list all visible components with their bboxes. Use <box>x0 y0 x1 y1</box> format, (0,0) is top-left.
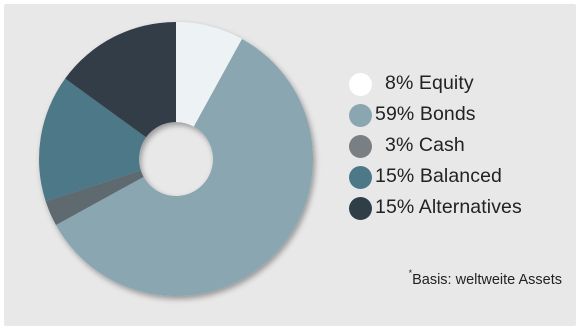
legend-item-cash: 3% Cash <box>349 132 569 160</box>
chart-panel: 8% Equity 59% Bonds 3% Cash 15% Balanced… <box>4 4 576 326</box>
legend-item-equity: 8% Equity <box>349 70 569 98</box>
legend-marker-alternatives <box>349 197 372 220</box>
legend-item-bonds: 59% Bonds <box>349 101 569 129</box>
legend-label-alternatives: 15% Alternatives <box>375 196 522 218</box>
legend-marker-bonds <box>349 104 372 127</box>
legend-item-balanced: 15% Balanced <box>349 163 569 191</box>
legend-marker-cash <box>349 135 372 158</box>
slice-balanced <box>39 78 147 202</box>
slice-bonds <box>55 38 314 297</box>
legend-label-cash: 3% Cash <box>385 134 465 156</box>
slice-cash <box>45 170 144 226</box>
footnote: *Basis: weltweite Assets <box>408 268 562 288</box>
legend-label-balanced: 15% Balanced <box>375 165 502 187</box>
legend-label-bonds: 59% Bonds <box>375 103 476 125</box>
donut-chart <box>39 22 314 297</box>
slice-equity <box>176 22 243 127</box>
footnote-text: Basis: weltweite Assets <box>412 272 562 288</box>
legend-label-equity: 8% Equity <box>385 72 474 94</box>
legend: 8% Equity 59% Bonds 3% Cash 15% Balanced… <box>349 70 569 225</box>
legend-marker-balanced <box>349 166 372 189</box>
legend-marker-equity <box>349 73 372 96</box>
slice-alternatives <box>65 22 176 138</box>
footnote-marker: * <box>408 268 413 279</box>
legend-item-alternatives: 15% Alternatives <box>349 194 569 222</box>
